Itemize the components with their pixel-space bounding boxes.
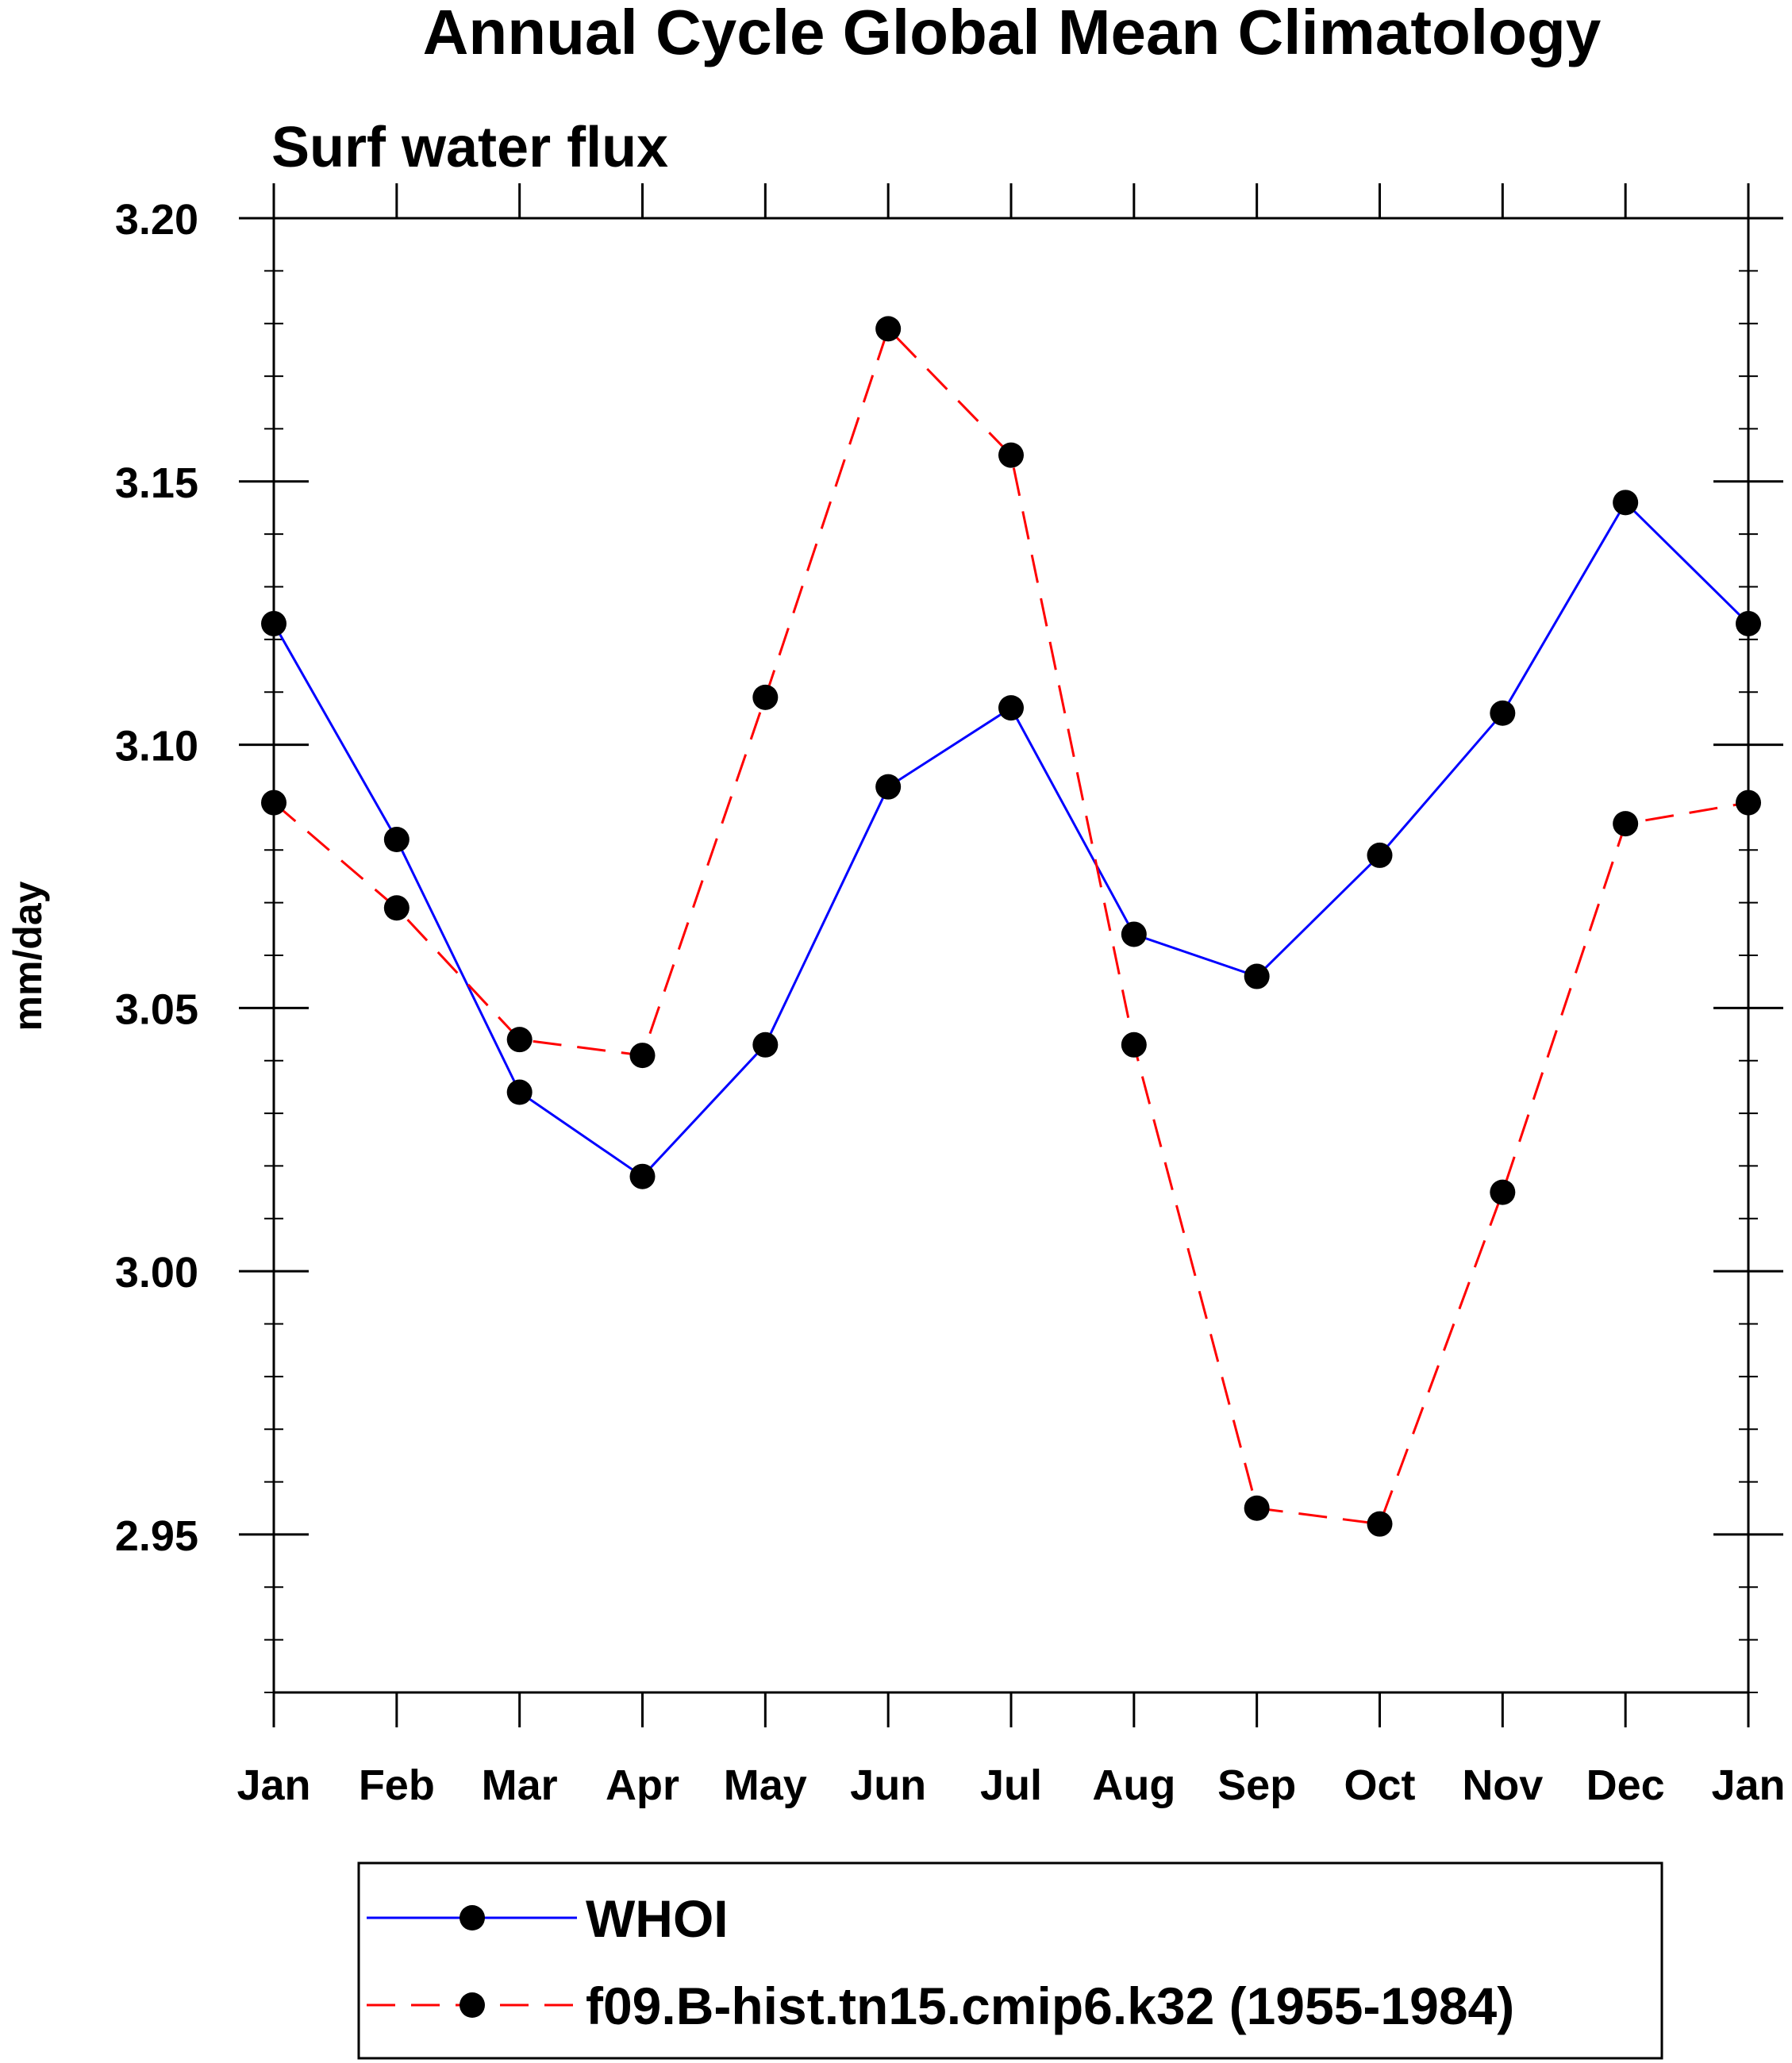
data-point-series-0: [1613, 490, 1639, 516]
series-line-0: [272, 500, 1750, 1178]
legend-label-whoi: WHOI: [586, 1889, 729, 1948]
axis-ticks: [239, 183, 1783, 1727]
x-tick-label: Apr: [606, 1761, 679, 1809]
data-point-series-1: [506, 1027, 533, 1053]
y-tick-label: 3.10: [115, 723, 198, 770]
series-markers: [261, 316, 1761, 1537]
x-tick-label: Jan: [236, 1761, 310, 1809]
data-point-series-1: [383, 895, 410, 921]
chart-title: Annual Cycle Global Mean Climatology: [423, 0, 1602, 67]
data-point-series-1: [1244, 1495, 1270, 1521]
x-tick-label: May: [724, 1761, 807, 1809]
data-point-series-0: [383, 827, 410, 853]
data-point-series-0: [998, 695, 1024, 721]
data-point-series-1: [1121, 1032, 1147, 1058]
data-point-series-0: [506, 1079, 533, 1105]
data-point-series-1: [875, 316, 902, 342]
x-tick-label: Sep: [1217, 1761, 1296, 1809]
series-lines: [272, 326, 1750, 1526]
data-point-series-0: [752, 1032, 779, 1058]
y-tick-label: 3.15: [115, 459, 198, 507]
x-tick-label: Aug: [1092, 1761, 1175, 1809]
data-point-series-0: [875, 774, 902, 800]
x-tick-label: Dec: [1586, 1761, 1665, 1809]
legend-label-model: f09.B-hist.tn15.cmip6.k32 (1955-1984): [586, 1977, 1514, 2035]
y-tick-label: 3.05: [115, 985, 198, 1033]
data-point-series-1: [1613, 811, 1639, 837]
data-point-series-1: [1367, 1511, 1393, 1537]
data-point-series-1: [998, 442, 1024, 468]
x-tick-labels: Jan Feb Mar Apr May Jun Jul Aug Sep Oct Nov Dec Jan: [236, 1761, 1785, 1809]
x-tick-label: Mar: [482, 1761, 558, 1809]
y-axis-label: mm/day: [6, 881, 50, 1031]
y-tick-label: 3.20: [115, 196, 198, 244]
y-tick-label: 2.95: [115, 1512, 198, 1560]
x-tick-label: Jun: [850, 1761, 926, 1809]
series-line-1: [273, 326, 1749, 1526]
x-tick-label: Jul: [980, 1761, 1042, 1809]
data-point-series-1: [752, 684, 779, 710]
x-tick-label: Feb: [359, 1761, 435, 1809]
chart-subtitle: Surf water flux: [271, 116, 668, 179]
data-point-series-1: [629, 1043, 656, 1069]
legend-marker-whoi: [460, 1905, 485, 1930]
legend-marker-model: [460, 1992, 485, 2018]
legend-box: [357, 1861, 1663, 2060]
x-tick-label: Nov: [1462, 1761, 1543, 1809]
x-tick-label: Oct: [1344, 1761, 1415, 1809]
data-point-series-0: [1490, 700, 1516, 726]
plot-frame: [272, 217, 1750, 1694]
x-tick-label: Jan: [1711, 1761, 1785, 1809]
data-point-series-0: [1121, 921, 1147, 947]
y-tick-labels: 2.95 3.00 3.05 3.10 3.15 3.20: [115, 196, 198, 1560]
data-point-series-0: [1244, 963, 1270, 989]
y-tick-label: 3.00: [115, 1249, 198, 1297]
data-point-series-0: [629, 1163, 656, 1189]
legend: WHOI f09.B-hist.tn15.cmip6.k32 (1955-198…: [357, 1861, 1663, 2060]
data-point-series-0: [1367, 842, 1393, 868]
data-point-series-1: [1490, 1179, 1516, 1205]
